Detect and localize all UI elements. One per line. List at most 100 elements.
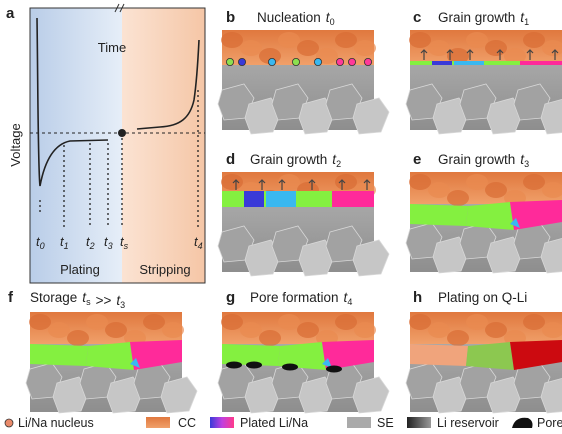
cc-grain (354, 322, 376, 338)
legend-label: SE (377, 416, 394, 430)
plated-layer (244, 191, 264, 207)
cc-grain (278, 174, 300, 190)
legend-pore (512, 418, 533, 428)
cc-grain (523, 32, 545, 48)
y-label: Voltage (8, 123, 23, 166)
cc-grain (86, 314, 108, 330)
cc-grain (466, 174, 488, 190)
cc-grain (143, 314, 165, 330)
cc-grain (278, 32, 300, 48)
tick-sub: 2 (89, 241, 95, 251)
title-text: Nucleation (257, 10, 321, 25)
rest-point (118, 129, 126, 137)
legend-cc (146, 417, 170, 428)
cc-grain (335, 32, 357, 48)
band (466, 202, 514, 230)
band (410, 344, 468, 366)
cc-grain (428, 182, 450, 198)
cc-grain (221, 174, 243, 190)
cc-grain (297, 322, 319, 338)
nucleus (268, 58, 275, 65)
cc-grain (240, 40, 262, 56)
nucleus (364, 58, 371, 65)
cc-grain (48, 322, 70, 338)
panel: e Grain growtht3 (406, 151, 562, 273)
cc-grain (162, 322, 184, 338)
cc-grain (354, 40, 376, 56)
title-sub: 3 (524, 159, 529, 169)
legend-label: Plated Li/Na (240, 416, 308, 430)
panel-letter: g (226, 289, 235, 306)
title-text: Grain growth (438, 10, 515, 25)
title-text: Grain growth (438, 152, 515, 167)
panel-letter: f (8, 289, 14, 306)
phase-label: Stripping (139, 262, 190, 277)
panel-title: Grain growtht3 (438, 152, 529, 169)
pore (226, 362, 242, 369)
plated-layer (266, 191, 296, 207)
se-grain (353, 240, 389, 276)
title-sub: s (86, 297, 91, 307)
tick-sub: 4 (198, 241, 203, 251)
panel: c Grain growtht1 (406, 9, 562, 134)
title-sub: 0 (330, 17, 335, 27)
legend-label: Li reservoir (437, 416, 499, 430)
plated-layer (454, 61, 484, 65)
panel-letter: h (413, 289, 422, 306)
figure: a Time Voltage t0t1t2t3tst4PlatingStripp… (0, 0, 562, 434)
cc-grain (221, 314, 243, 330)
tick-sub: 0 (40, 241, 45, 251)
legend-label: CC (178, 416, 196, 430)
se-grain (353, 98, 389, 134)
band (466, 342, 514, 370)
title-sub: 4 (347, 297, 352, 307)
panel-letter: d (226, 151, 235, 168)
nucleus (238, 58, 245, 65)
cc-grain (485, 40, 507, 56)
nucleus (292, 58, 299, 65)
panel-letter: b (226, 9, 235, 26)
cc-grain (259, 330, 281, 346)
legend-label: Li/Na nucleus (18, 416, 94, 430)
cc-grain (297, 40, 319, 56)
nucleus (314, 58, 321, 65)
tick-sub: s (124, 241, 129, 251)
cc-grain (29, 314, 51, 330)
title-sub: 3 (120, 300, 125, 310)
cc-grain (409, 314, 431, 330)
panel: fStoragets>>t3 (8, 289, 197, 413)
title-text: Plating on Q-Li (438, 290, 527, 305)
title-text: Storage (30, 290, 77, 305)
plated-layer (520, 61, 562, 65)
band (30, 344, 88, 366)
tick-sub: 1 (64, 241, 69, 251)
title-text: >> (96, 293, 112, 308)
plated-layer (432, 61, 452, 65)
title-text: Grain growth (250, 152, 327, 167)
se-grain (353, 377, 389, 413)
pore (326, 366, 342, 373)
cc-grain (105, 322, 127, 338)
nucleus (348, 58, 355, 65)
cc-grain (523, 314, 545, 330)
legend: Li/Na nucleus CC Plated Li/Na SE Li reservoi… (5, 416, 562, 430)
cc-grain (428, 322, 450, 338)
cc-grain (466, 32, 488, 48)
panel: d Grain growtht2 (218, 151, 389, 276)
plated-layer (332, 191, 374, 207)
band (86, 342, 134, 370)
se-grain (161, 377, 197, 413)
panel-letter: c (413, 9, 421, 26)
panel-letter: e (413, 151, 421, 168)
panel-title: Plating on Q-Li (438, 290, 527, 305)
tick-sub: 3 (108, 241, 113, 251)
pore (246, 362, 262, 369)
legend-label: Pores (537, 416, 562, 430)
cc-grain (428, 40, 450, 56)
